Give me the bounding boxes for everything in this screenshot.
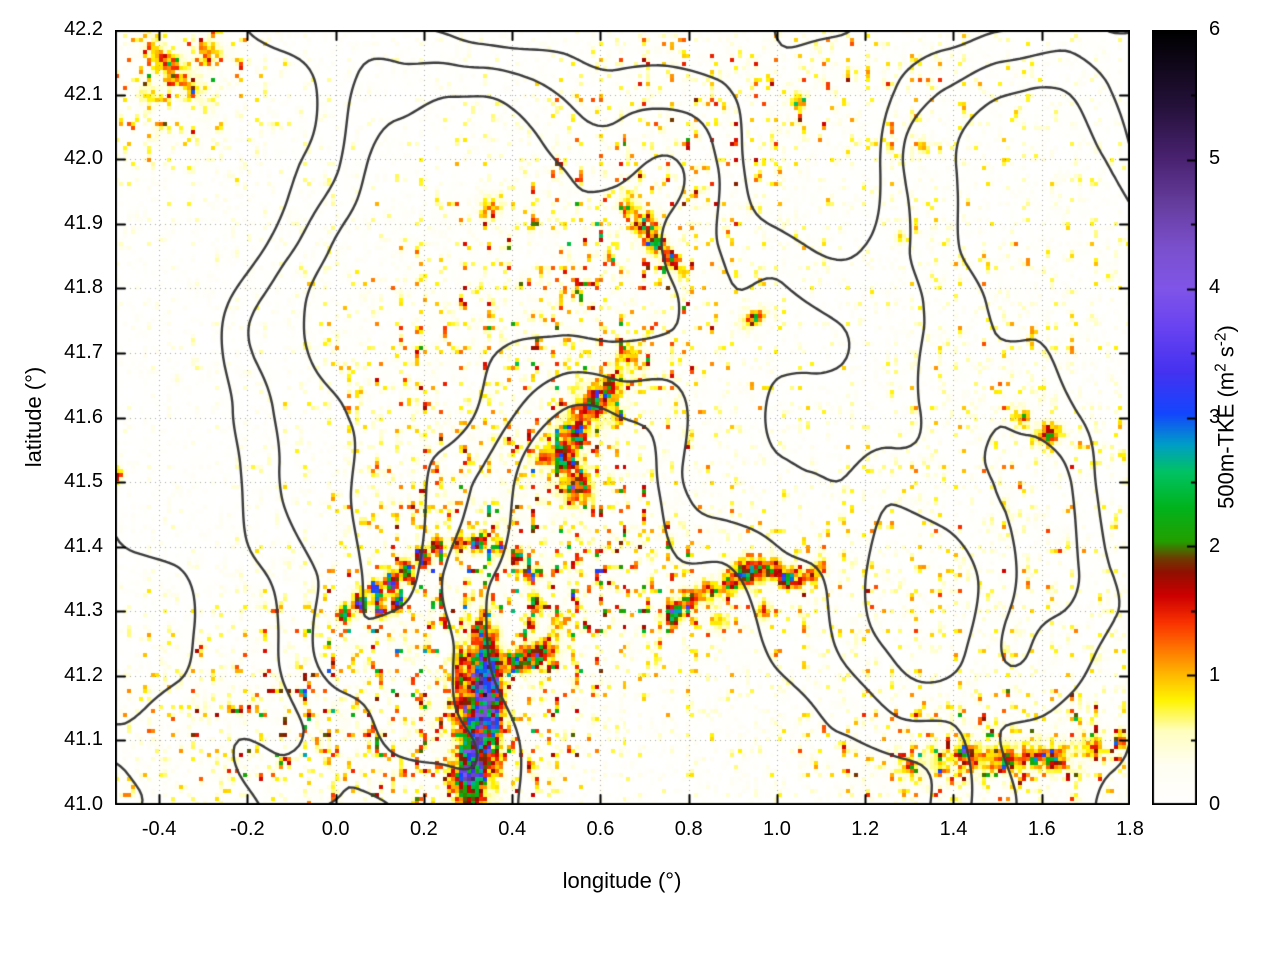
colorbar-label-text-end: ) xyxy=(1213,325,1239,333)
x-tick-label: 0.6 xyxy=(586,818,615,840)
colorbar-label-text: 500m-TKE (m xyxy=(1213,371,1239,509)
x-tick-label: 1.4 xyxy=(939,818,968,840)
x-tick-label: 1.6 xyxy=(1027,818,1056,840)
x-tick-label: 0.2 xyxy=(410,818,438,840)
colorbar-label: 500m-TKE (m2 s-2) xyxy=(1212,325,1239,509)
x-tick-label: -0.4 xyxy=(141,818,177,840)
y-axis-label: latitude (°) xyxy=(21,366,46,468)
x-tick-label: 0.4 xyxy=(498,818,527,840)
y-tick-label: 41.5 xyxy=(64,470,103,493)
colorbar xyxy=(1152,30,1197,805)
y-tick-label: 41.2 xyxy=(64,663,103,686)
y-tick-label: 42.2 xyxy=(64,18,103,40)
colorbar-tick-label: 1 xyxy=(1209,663,1221,686)
y-tick-label: 41.0 xyxy=(64,793,103,815)
x-tick-label: 1.2 xyxy=(851,818,880,840)
y-tick-label: 42.1 xyxy=(64,82,103,105)
x-tick-label: 1.8 xyxy=(1116,818,1144,840)
y-tick-label: 41.1 xyxy=(64,728,103,751)
y-tick-label: 41.8 xyxy=(64,276,103,299)
x-axis-label: longitude (°) xyxy=(562,868,682,893)
heatmap-canvas xyxy=(115,30,1130,805)
y-tick-label: 41.6 xyxy=(64,405,103,428)
y-tick-label: 41.4 xyxy=(64,534,103,557)
colorbar-tick-label: 3 xyxy=(1209,405,1221,428)
colorbar-tick-label: 4 xyxy=(1209,276,1221,299)
colorbar-tick-label: 2 xyxy=(1209,534,1221,557)
colorbar-label-text-mid: s xyxy=(1213,346,1239,364)
y-tick-label: 41.9 xyxy=(64,211,103,234)
x-tick-label: 1.0 xyxy=(763,818,791,840)
x-tick-label: 0.8 xyxy=(674,818,703,840)
colorbar-tick-label: 5 xyxy=(1209,147,1221,170)
y-tick-label: 41.7 xyxy=(64,340,103,363)
x-tick-label: 0.0 xyxy=(321,818,350,840)
y-tick-label: 42.0 xyxy=(64,147,103,170)
y-tick-label: 41.3 xyxy=(64,599,103,622)
colorbar-label-sup-1: 2 xyxy=(1212,363,1230,372)
colorbar-tick-label: 0 xyxy=(1209,793,1221,815)
colorbar-tick-label: 6 xyxy=(1209,18,1221,40)
colorbar-label-sup-2: -2 xyxy=(1212,332,1230,347)
x-tick-label: -0.2 xyxy=(230,818,265,840)
